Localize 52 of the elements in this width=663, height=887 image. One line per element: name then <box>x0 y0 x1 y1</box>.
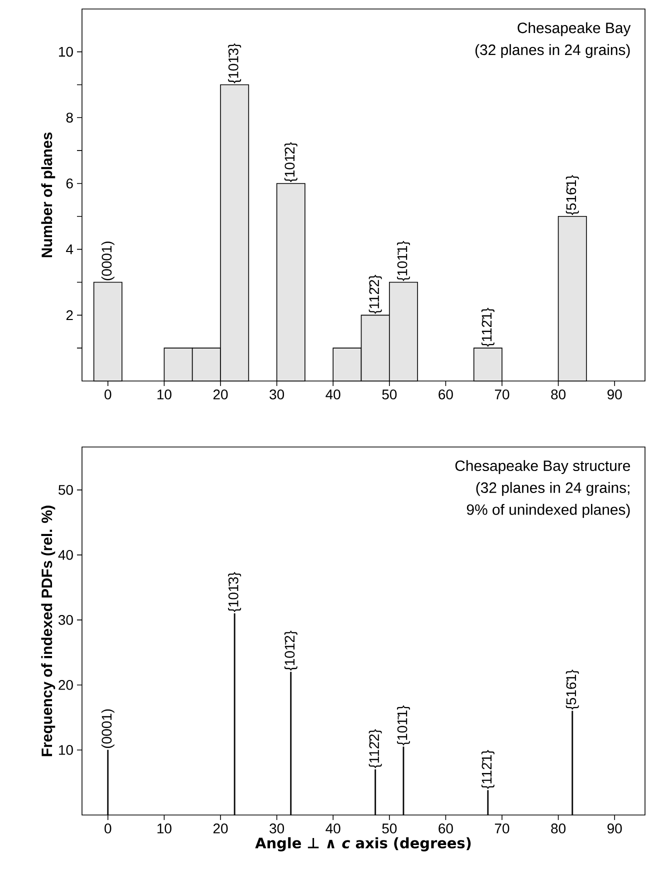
x-tick-label: 80 <box>551 390 566 400</box>
y-tick-label: 8 <box>66 112 73 123</box>
annotation: {101̄3} <box>228 572 242 612</box>
annotation: {101̄1} <box>396 240 410 281</box>
x-tick-label: 80 <box>551 824 566 834</box>
x-tick-label: 10 <box>158 824 172 834</box>
annotation: (0001) <box>101 709 114 748</box>
x-tick-label: 50 <box>382 390 397 400</box>
x-tick-label: 30 <box>270 824 284 834</box>
y-tick-label: 4 <box>66 244 74 254</box>
x-tick-label: 20 <box>213 390 228 400</box>
x-tick-label: 40 <box>326 824 340 834</box>
annotation: {101̄2} <box>284 142 298 182</box>
x-tick-label: 60 <box>438 824 453 834</box>
annotation: {516̄1} <box>566 670 579 710</box>
x-tick-label: 40 <box>326 390 340 400</box>
annotation: {101̄1} <box>396 705 410 746</box>
y-tick-label: 10 <box>59 46 73 57</box>
y-tick-label: 50 <box>58 484 73 495</box>
x-tick-label: 0 <box>104 824 112 834</box>
annotation: {112̄2} <box>368 274 382 314</box>
y-tick-label: 10 <box>59 745 73 755</box>
x-tick-label: 30 <box>270 390 284 400</box>
x-axis-title: Angle ⊥ ∧ c axis (degrees) <box>255 837 471 852</box>
x-tick-label: 10 <box>158 390 172 400</box>
annotation: Chesapeake Bay structure <box>455 460 630 474</box>
annotation: (0001) <box>101 242 114 280</box>
y-tick-label: 20 <box>58 680 73 690</box>
x-tick-label: 20 <box>213 824 228 834</box>
annotation: {112̄1} <box>481 750 494 789</box>
y-tick-label: 2 <box>66 310 73 320</box>
x-tick-label: 90 <box>608 824 622 834</box>
annotation: {516̄1} <box>566 175 579 215</box>
x-tick-label: 90 <box>608 390 622 400</box>
x-tick-label: 70 <box>494 824 510 834</box>
annotation: (32 planes in 24 grains) <box>475 44 630 58</box>
annotation: {101̄2} <box>284 630 298 671</box>
annotation: {112̄2} <box>368 729 382 768</box>
x-tick-label: 50 <box>382 824 397 834</box>
y-tick-label: 30 <box>58 615 73 625</box>
y-axis-title: Number of planes <box>41 132 56 258</box>
y-axis-title: Frequency of indexed PDFs (rel. %) <box>41 506 56 756</box>
y-tick-label: 6 <box>66 178 73 188</box>
x-tick-label: 60 <box>438 390 453 400</box>
annotation: Chesapeake Bay <box>518 22 631 36</box>
annotation: (32 planes in 24 grains; <box>476 482 630 496</box>
annotation: {112̄1} <box>481 308 494 347</box>
y-tick-label: 40 <box>58 550 73 560</box>
annotation: 9% of unindexed planes) <box>466 504 630 518</box>
annotation: {101̄3} <box>228 43 242 84</box>
x-tick-label: 0 <box>104 390 112 400</box>
x-tick-label: 70 <box>494 390 510 400</box>
